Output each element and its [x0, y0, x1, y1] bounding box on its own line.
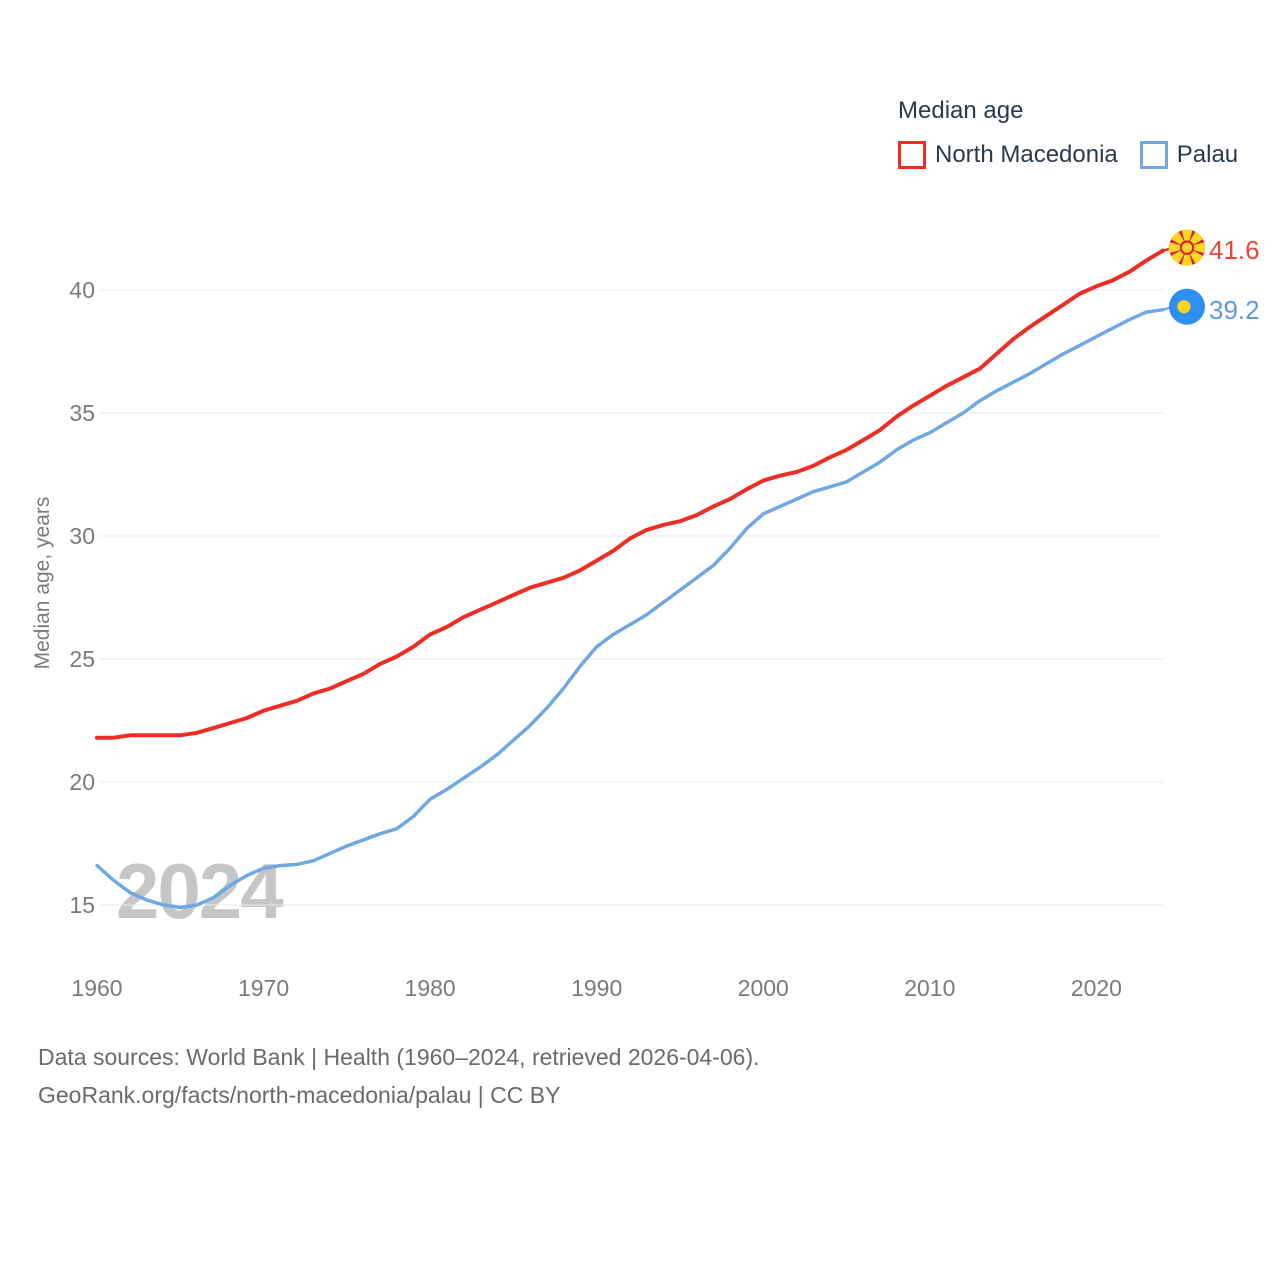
- palau-legend-swatch-icon[interactable]: [1139, 141, 1168, 169]
- north-macedonia-legend-swatch-icon[interactable]: [898, 141, 926, 169]
- legend-items: North Macedonia Palau: [898, 141, 1238, 169]
- marker-connector: [1162, 306, 1171, 311]
- year-watermark: 2024: [116, 847, 284, 935]
- y-tick-label-40: 40: [69, 277, 95, 303]
- y-tick-label-30: 30: [69, 523, 95, 549]
- x-tick-label-1990: 1990: [571, 975, 622, 1001]
- legend: Median age North Macedonia Palau: [898, 97, 1238, 169]
- y-tick-label-20: 20: [69, 769, 95, 795]
- y-tick-label-35: 35: [69, 400, 95, 426]
- palau-flag-icon: [1169, 288, 1205, 325]
- chart-title: Median age: [898, 97, 1024, 124]
- north-macedonia-flag-icon: [1168, 229, 1206, 266]
- legend-label-palau[interactable]: Palau: [1176, 141, 1239, 168]
- x-tick-label-2020: 2020: [1071, 975, 1122, 1001]
- y-tick-label-25: 25: [69, 646, 95, 672]
- legend-label-north-macedonia[interactable]: North Macedonia: [935, 141, 1118, 168]
- north-macedonia-end-value: 41.6: [1209, 235, 1260, 265]
- data-sources-text: Data sources: World Bank | Health (1960–…: [38, 1044, 760, 1070]
- attribution-link-text[interactable]: GeoRank.org/facts/north-macedonia/palau …: [38, 1082, 561, 1108]
- x-tick-label-2000: 2000: [738, 975, 789, 1001]
- north-macedonia-line[interactable]: [95, 248, 1165, 740]
- x-tick-label-1980: 1980: [405, 975, 456, 1001]
- x-tick-label-2010: 2010: [904, 975, 955, 1001]
- y-tick-label-15: 15: [69, 892, 95, 918]
- palau-end-value: 39.2: [1209, 295, 1260, 325]
- y-axis-title: Median age, years: [31, 496, 54, 670]
- palau-line[interactable]: [95, 307, 1165, 910]
- x-tick-label-1960: 1960: [71, 975, 122, 1001]
- x-tick-label-1970: 1970: [238, 975, 289, 1001]
